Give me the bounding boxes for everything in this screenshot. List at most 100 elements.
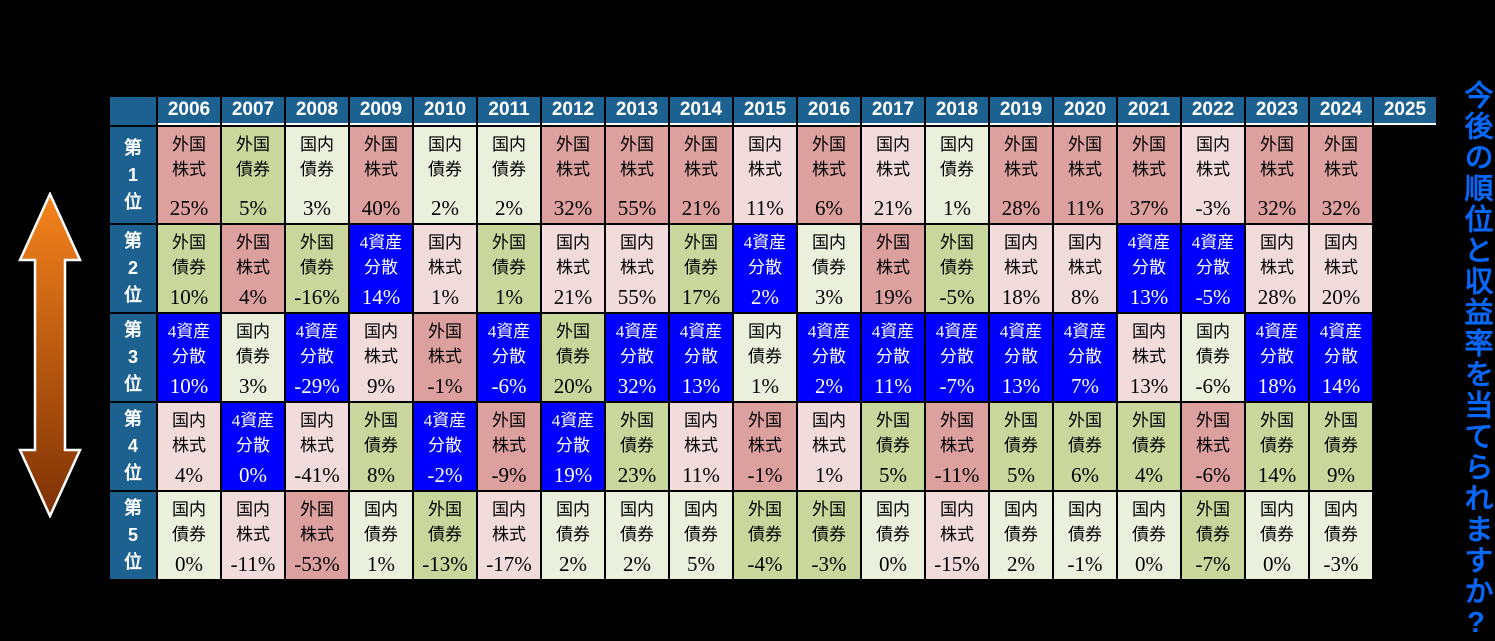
- asset-name-line: 株式: [556, 159, 590, 179]
- return-value: 20%: [553, 373, 593, 398]
- asset-cell: 国内 債券 1%: [926, 127, 988, 223]
- asset-name-line: 国内: [1260, 500, 1294, 519]
- return-value: 11%: [874, 373, 912, 398]
- return-value: 19%: [553, 462, 593, 487]
- asset-cell: 国内 株式 21%: [862, 127, 924, 223]
- asset-cell: 国内 債券 2%: [542, 492, 604, 579]
- asset-cell: 国内 債券 0%: [862, 492, 924, 579]
- return-value: 0%: [1263, 551, 1291, 576]
- return-value: 1%: [495, 284, 523, 309]
- rank-label: 第 1 位: [110, 127, 156, 223]
- return-value: 2%: [751, 284, 779, 309]
- asset-cell: 外国 債券 17%: [670, 225, 732, 312]
- asset-name-line: 国内: [876, 135, 910, 154]
- asset-name-line: 外国: [300, 500, 334, 519]
- performance-range-arrow: [18, 190, 82, 520]
- asset-name-line: 株式: [300, 524, 334, 544]
- asset-name-line: 株式: [364, 346, 398, 366]
- asset-cell: 4資産 分散 14%: [1310, 314, 1372, 401]
- asset-name-line: 国内: [1196, 322, 1230, 341]
- asset-name-line: 株式: [300, 435, 334, 455]
- asset-name-line: 国内: [1132, 500, 1166, 519]
- asset-name-line: 債券: [172, 524, 206, 544]
- return-value: -6%: [1195, 373, 1231, 398]
- asset-name-line: 4資産: [423, 411, 467, 430]
- return-value: 18%: [1001, 284, 1041, 309]
- return-value: 1%: [815, 462, 843, 487]
- return-value: 32%: [553, 195, 593, 220]
- asset-name-line: 株式: [1324, 159, 1358, 179]
- asset-name-line: 外国: [1004, 135, 1038, 154]
- asset-cell: 外国 債券 -16%: [286, 225, 348, 312]
- asset-cell: 外国 株式 -1%: [734, 403, 796, 490]
- return-value: -7%: [939, 373, 975, 398]
- return-value: 8%: [367, 462, 395, 487]
- asset-name-line: 株式: [492, 524, 526, 544]
- return-value: 2%: [559, 551, 587, 576]
- asset-name-line: 外国: [1132, 411, 1166, 430]
- return-value: 0%: [175, 551, 203, 576]
- asset-name-line: 国内: [812, 233, 846, 252]
- asset-name-line: 外国: [1004, 411, 1038, 430]
- return-value: 10%: [169, 284, 209, 309]
- return-value: 3%: [239, 373, 267, 398]
- asset-cell: 国内 株式 21%: [542, 225, 604, 312]
- asset-name-line: 債券: [876, 524, 910, 544]
- asset-name-line: 国内: [1324, 500, 1358, 519]
- rank-label-char: 5: [127, 525, 138, 545]
- asset-name-line: 外国: [172, 233, 206, 252]
- rank-label-char: 第: [124, 498, 142, 518]
- asset-name-line: 債券: [428, 159, 462, 179]
- asset-name-line: 外国: [492, 411, 526, 430]
- asset-name-line: 外国: [1132, 135, 1166, 154]
- asset-name-line: 国内: [1324, 233, 1358, 252]
- asset-cell: 国内 債券 3%: [222, 314, 284, 401]
- return-value: 2%: [623, 551, 651, 576]
- asset-name-line: 4資産: [359, 233, 403, 252]
- year-header: 2012: [542, 97, 604, 125]
- asset-name-line: 分散: [556, 435, 590, 455]
- asset-name-line: 国内: [620, 500, 654, 519]
- asset-cell: 外国 株式 19%: [862, 225, 924, 312]
- asset-name-line: 株式: [1068, 257, 1102, 277]
- asset-name-line: 外国: [428, 322, 462, 341]
- return-value: 28%: [1001, 195, 1041, 220]
- return-value: 5%: [1007, 462, 1035, 487]
- return-value: 5%: [239, 195, 267, 220]
- rank-label-char: 第: [124, 409, 142, 429]
- asset-name-line: 分散: [1068, 346, 1102, 366]
- asset-name-line: 債券: [172, 257, 206, 277]
- return-value: 11%: [1066, 195, 1104, 220]
- asset-name-line: 株式: [364, 159, 398, 179]
- asset-name-line: 外国: [1260, 135, 1294, 154]
- return-value: -6%: [1195, 462, 1231, 487]
- asset-name-line: 国内: [876, 500, 910, 519]
- return-value: 6%: [1071, 462, 1099, 487]
- asset-name-line: 国内: [812, 411, 846, 430]
- asset-name-line: 債券: [1196, 346, 1230, 366]
- asset-name-line: 外国: [1068, 411, 1102, 430]
- asset-name-line: 国内: [556, 233, 590, 252]
- asset-cell: 国内 株式 18%: [990, 225, 1052, 312]
- asset-cell: 外国 株式 32%: [542, 127, 604, 223]
- return-value: 4%: [239, 284, 267, 309]
- return-value: 14%: [361, 284, 401, 309]
- rank-label: 第 3 位: [110, 314, 156, 401]
- year-header: 2009: [350, 97, 412, 125]
- rank-label-char: 位: [124, 463, 142, 483]
- asset-cell: 国内 株式 9%: [350, 314, 412, 401]
- asset-cell: 4資産 分散 -29%: [286, 314, 348, 401]
- asset-name-line: 4資産: [807, 322, 851, 341]
- asset-cell: 国内 債券 3%: [286, 127, 348, 223]
- return-value: -2%: [427, 462, 463, 487]
- asset-name-line: 外国: [620, 411, 654, 430]
- asset-name-line: 株式: [940, 524, 974, 544]
- asset-cell: 4資産 分散 0%: [222, 403, 284, 490]
- return-value: 3%: [815, 284, 843, 309]
- asset-name-line: 国内: [684, 411, 718, 430]
- asset-name-line: 株式: [1260, 159, 1294, 179]
- asset-name-line: 4資産: [1255, 322, 1299, 341]
- asset-name-line: 債券: [1132, 524, 1166, 544]
- asset-name-line: 外国: [364, 135, 398, 154]
- asset-name-line: 国内: [748, 322, 782, 341]
